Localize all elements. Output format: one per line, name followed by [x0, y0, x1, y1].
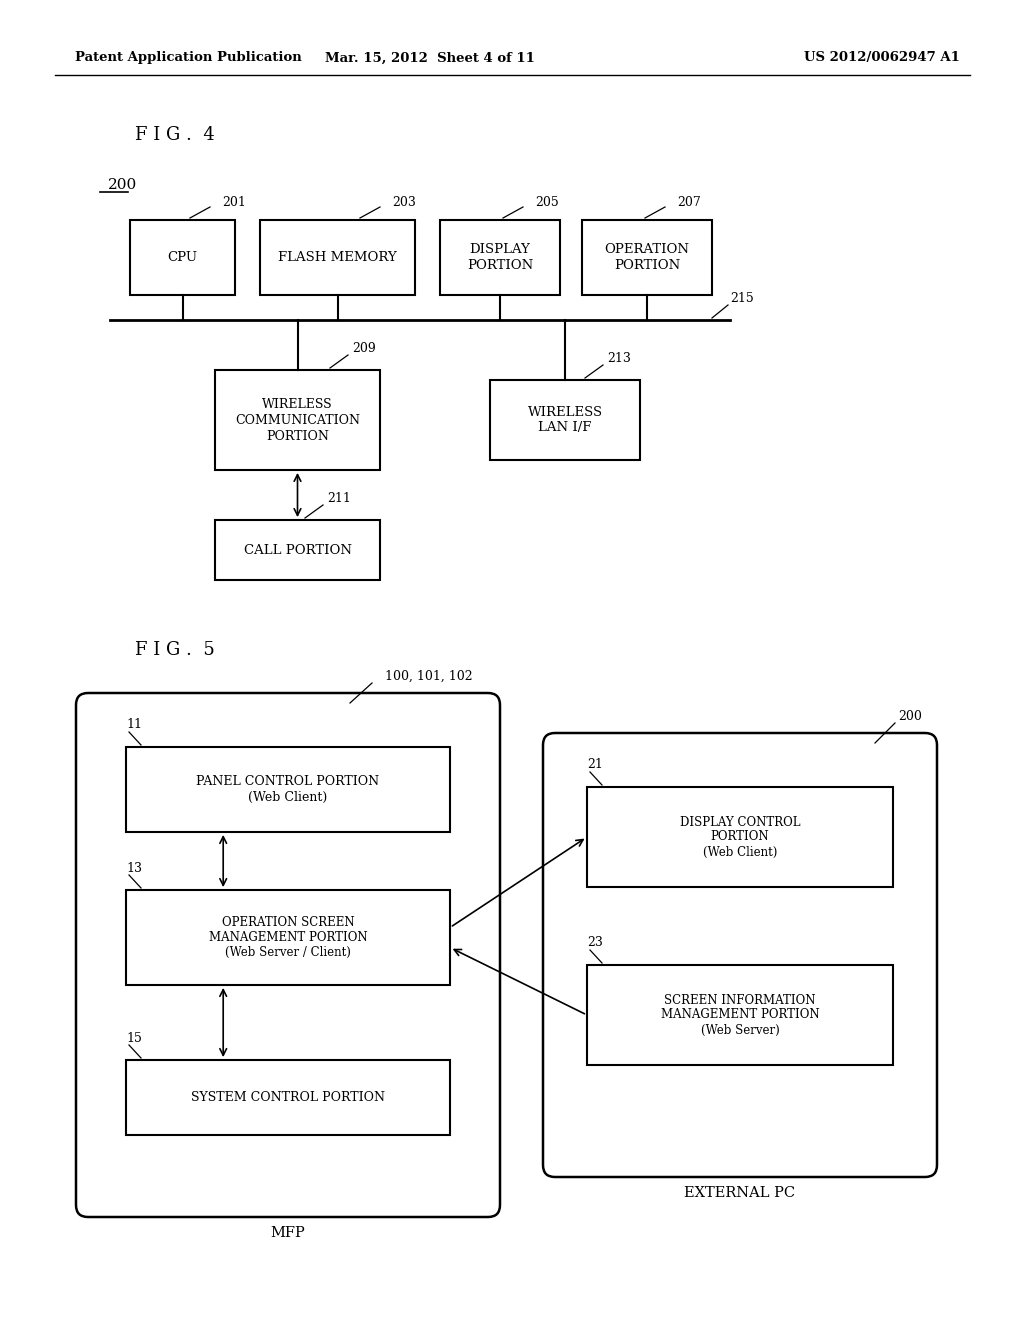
Text: US 2012/0062947 A1: US 2012/0062947 A1 [804, 51, 961, 65]
Bar [215, 520, 380, 579]
Bar [440, 220, 560, 294]
Text: DISPLAY: DISPLAY [470, 243, 530, 256]
Text: OPERATION SCREEN: OPERATION SCREEN [221, 916, 354, 929]
Text: CPU: CPU [168, 251, 198, 264]
Text: 100, 101, 102: 100, 101, 102 [385, 669, 473, 682]
Text: 11: 11 [126, 718, 142, 731]
Text: SCREEN INFORMATION: SCREEN INFORMATION [665, 994, 816, 1006]
Text: 200: 200 [108, 178, 137, 191]
Text: MANAGEMENT PORTION: MANAGEMENT PORTION [209, 931, 368, 944]
Text: MFP: MFP [270, 1226, 305, 1239]
Text: CALL PORTION: CALL PORTION [244, 544, 351, 557]
Text: 213: 213 [607, 352, 631, 366]
Text: PORTION: PORTION [266, 429, 329, 442]
FancyBboxPatch shape [543, 733, 937, 1177]
Text: 23: 23 [587, 936, 603, 949]
Text: PORTION: PORTION [467, 259, 534, 272]
Text: 15: 15 [126, 1031, 142, 1044]
Bar [126, 747, 450, 832]
Bar [126, 1060, 450, 1135]
Text: PORTION: PORTION [711, 830, 769, 843]
Text: PORTION: PORTION [613, 259, 680, 272]
Text: 201: 201 [222, 195, 246, 209]
Text: 200: 200 [898, 710, 922, 722]
Text: SYSTEM CONTROL PORTION: SYSTEM CONTROL PORTION [191, 1092, 385, 1104]
Text: EXTERNAL PC: EXTERNAL PC [684, 1185, 796, 1200]
Bar [260, 220, 415, 294]
Text: 209: 209 [352, 342, 376, 355]
Text: DISPLAY CONTROL: DISPLAY CONTROL [680, 816, 800, 829]
Text: LAN I/F: LAN I/F [539, 421, 592, 434]
Text: WIRELESS: WIRELESS [527, 405, 602, 418]
Bar [587, 965, 893, 1065]
Text: (Web Server / Client): (Web Server / Client) [225, 946, 351, 960]
Text: (Web Client): (Web Client) [702, 846, 777, 858]
Text: (Web Server): (Web Server) [700, 1023, 779, 1036]
Text: F I G .  5: F I G . 5 [135, 642, 215, 659]
Text: Mar. 15, 2012  Sheet 4 of 11: Mar. 15, 2012 Sheet 4 of 11 [325, 51, 535, 65]
Text: 211: 211 [327, 492, 351, 506]
Bar [126, 890, 450, 985]
Text: Patent Application Publication: Patent Application Publication [75, 51, 302, 65]
Text: 21: 21 [587, 759, 603, 771]
Bar [490, 380, 640, 459]
Bar [130, 220, 234, 294]
Bar [582, 220, 712, 294]
FancyBboxPatch shape [76, 693, 500, 1217]
Text: 203: 203 [392, 195, 416, 209]
Text: OPERATION: OPERATION [604, 243, 689, 256]
Bar [587, 787, 893, 887]
Text: 205: 205 [535, 195, 559, 209]
Text: WIRELESS: WIRELESS [262, 397, 333, 411]
Bar [215, 370, 380, 470]
Text: MANAGEMENT PORTION: MANAGEMENT PORTION [660, 1008, 819, 1022]
Text: F I G .  4: F I G . 4 [135, 125, 215, 144]
Text: FLASH MEMORY: FLASH MEMORY [279, 251, 397, 264]
Text: (Web Client): (Web Client) [249, 791, 328, 804]
Text: 215: 215 [730, 292, 754, 305]
Text: 13: 13 [126, 862, 142, 874]
Text: PANEL CONTROL PORTION: PANEL CONTROL PORTION [197, 775, 380, 788]
Text: 207: 207 [677, 195, 700, 209]
Text: COMMUNICATION: COMMUNICATION [234, 413, 360, 426]
